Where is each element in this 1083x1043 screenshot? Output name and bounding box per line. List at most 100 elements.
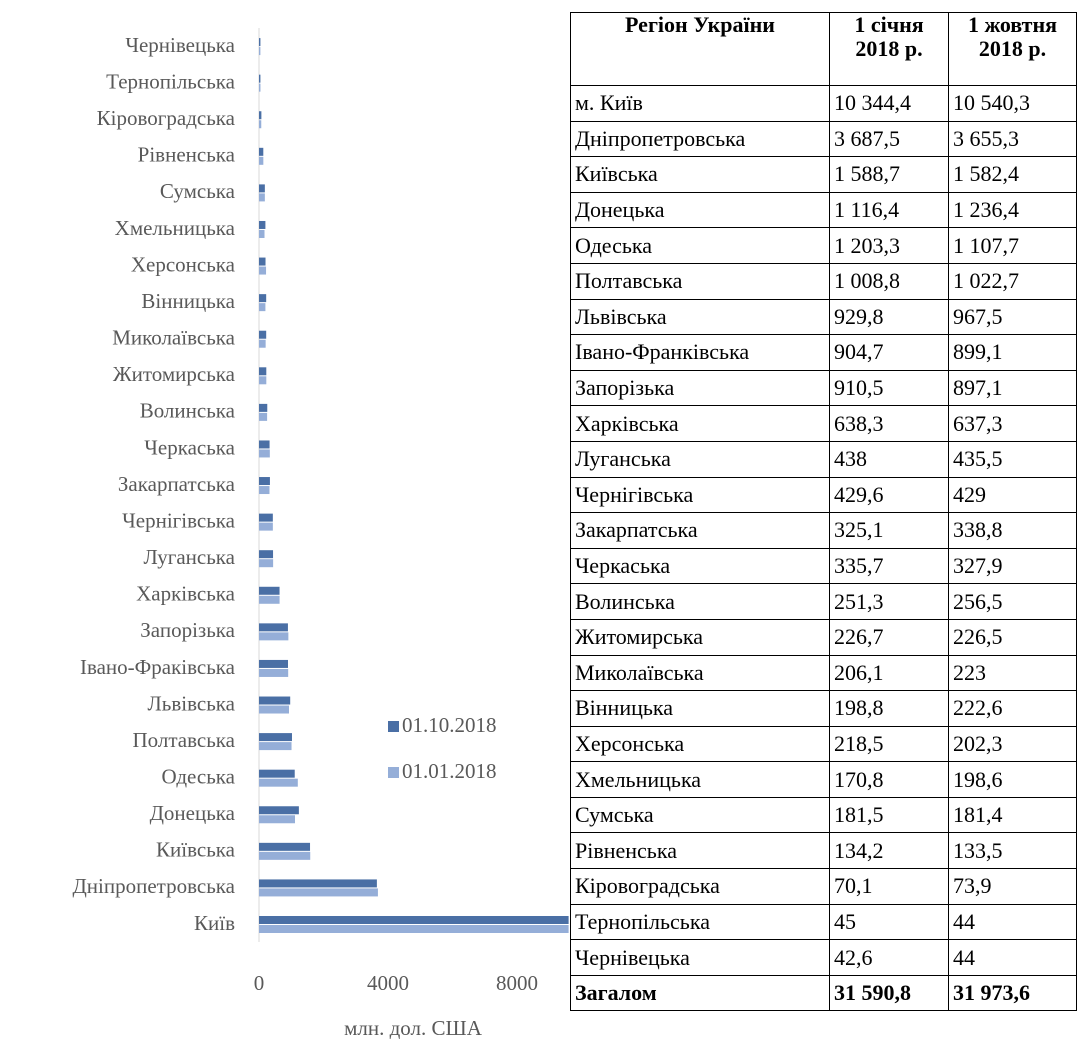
bar	[259, 632, 289, 641]
y-tick-label: Житомирська	[113, 362, 236, 386]
bar	[259, 550, 274, 559]
table-cell: 1 203,3	[829, 227, 949, 264]
y-tick-label: Вінницька	[141, 289, 235, 313]
y-tick-label: Сумська	[160, 179, 236, 203]
table-cell: 10 344,4	[829, 85, 949, 122]
table-cell: 226,7	[829, 618, 949, 656]
bar	[259, 83, 261, 92]
header-cell: Регіон України	[570, 12, 830, 86]
table-row: Київська 1 588,7 1 582,4	[570, 156, 1077, 193]
x-axis-title: млн. дол. США	[344, 1016, 483, 1040]
table-cell: 327,9	[948, 547, 1077, 585]
table-cell: 251,3	[829, 583, 949, 620]
y-tick-label: Донецька	[150, 801, 236, 825]
y-tick-label: Львівська	[148, 691, 236, 715]
bar	[259, 842, 311, 851]
table-cell: Харківська	[570, 405, 830, 442]
table-cell: Луганська	[570, 440, 830, 478]
table-cell: Донецька	[570, 191, 830, 229]
table-cell: 73,9	[948, 868, 1077, 905]
table-cell: 181,4	[948, 796, 1077, 834]
bar	[259, 330, 267, 339]
bar	[259, 586, 280, 595]
bar	[259, 74, 261, 83]
bar	[259, 38, 261, 47]
table-cell: Полтавська	[570, 262, 830, 300]
y-tick-label: Черкаська	[144, 435, 235, 459]
table-row: Одеська 1 203,3 1 107,7	[570, 227, 1077, 264]
bar	[259, 266, 267, 275]
bar	[259, 696, 291, 705]
table-row: Рівненська 134,2 133,5	[570, 832, 1077, 870]
table-cell: Волинська	[570, 583, 830, 620]
table-cell: 42,6	[829, 939, 949, 976]
bar	[259, 742, 292, 751]
table-cell: 435,5	[948, 440, 1077, 478]
table-row: Луганська 438 435,5	[570, 440, 1077, 478]
table-row: Сумська 181,5 181,4	[570, 796, 1077, 834]
y-tick-label: Тернопільська	[106, 69, 235, 93]
bar	[259, 156, 264, 165]
bar	[259, 449, 270, 458]
table-cell: 1 107,7	[948, 227, 1077, 264]
table-cell: 967,5	[948, 298, 1077, 336]
y-tick-label: Закарпатська	[118, 472, 236, 496]
table-cell: Тернопільська	[570, 903, 830, 941]
table-cell: 3 687,5	[829, 120, 949, 158]
data-table: Регіон України 1 січня 2018 р. 1 жовтня 20…	[570, 12, 1077, 1012]
bar	[259, 303, 266, 312]
y-tick-label: Чернівецька	[125, 33, 235, 57]
bar	[259, 888, 378, 897]
table-row: Херсонська 218,5 202,3	[570, 725, 1077, 763]
table-row: Вінницька 198,8 222,6	[570, 690, 1077, 727]
x-tick-label: 4000	[367, 971, 409, 995]
table-cell: 325,1	[829, 512, 949, 549]
bar	[259, 668, 289, 677]
bar	[259, 486, 270, 495]
table-cell: Чернігівська	[570, 476, 830, 514]
bar	[259, 440, 270, 449]
table-cell: 198,8	[829, 690, 949, 727]
y-tick-label: Миколаївська	[112, 326, 235, 350]
table-cell: Вінницька	[570, 690, 830, 727]
table-cell: 222,6	[948, 690, 1077, 727]
table-cell: 181,5	[829, 796, 949, 834]
bar	[259, 257, 266, 266]
y-tick-label: Запорізька	[140, 618, 235, 642]
y-tick-label: Рівненська	[138, 143, 236, 167]
bar	[259, 147, 264, 156]
header-cell: 1 січня 2018 р.	[829, 12, 949, 86]
table-cell: 929,8	[829, 298, 949, 336]
y-tick-label: Чернігівська	[122, 508, 236, 532]
table-cell: 31 973,6	[948, 974, 1077, 1012]
bar	[259, 229, 265, 238]
y-tick-label: Луганська	[144, 545, 236, 569]
table-cell: 1 236,4	[948, 191, 1077, 229]
bar	[259, 806, 299, 815]
y-tick-label: Київська	[156, 838, 236, 862]
table-row: Волинська 251,3 256,5	[570, 583, 1077, 620]
y-tick-label: Дніпропетровська	[72, 874, 235, 898]
table-cell: 429,6	[829, 476, 949, 514]
table-cell: Одеська	[570, 227, 830, 264]
bar	[259, 403, 268, 412]
bar	[259, 184, 265, 193]
y-tick-label: Одеська	[161, 764, 235, 788]
table-cell: 10 540,3	[948, 85, 1077, 122]
table-cell: 1 582,4	[948, 156, 1077, 193]
table-cell: 897,1	[948, 369, 1077, 407]
table-cell: Житомирська	[570, 618, 830, 656]
table-cell: 70,1	[829, 868, 949, 905]
table-row: Закарпатська 325,1 338,8	[570, 512, 1077, 549]
bar	[259, 294, 267, 303]
table-cell: 899,1	[948, 334, 1077, 371]
table-cell: 335,7	[829, 547, 949, 585]
table-cell: Сумська	[570, 796, 830, 834]
table-header: Регіон України 1 січня 2018 р. 1 жовтня 20…	[570, 12, 1077, 86]
table-row: Дніпропетровська 3 687,5 3 655,3	[570, 120, 1077, 158]
table-cell: 438	[829, 440, 949, 478]
y-tick-label: Харківська	[136, 582, 236, 606]
table-cell: 45	[829, 903, 949, 941]
table-row: Хмельницька 170,8 198,6	[570, 761, 1077, 798]
total-row: Загалом 31 590,8 31 973,6	[570, 974, 1077, 1012]
